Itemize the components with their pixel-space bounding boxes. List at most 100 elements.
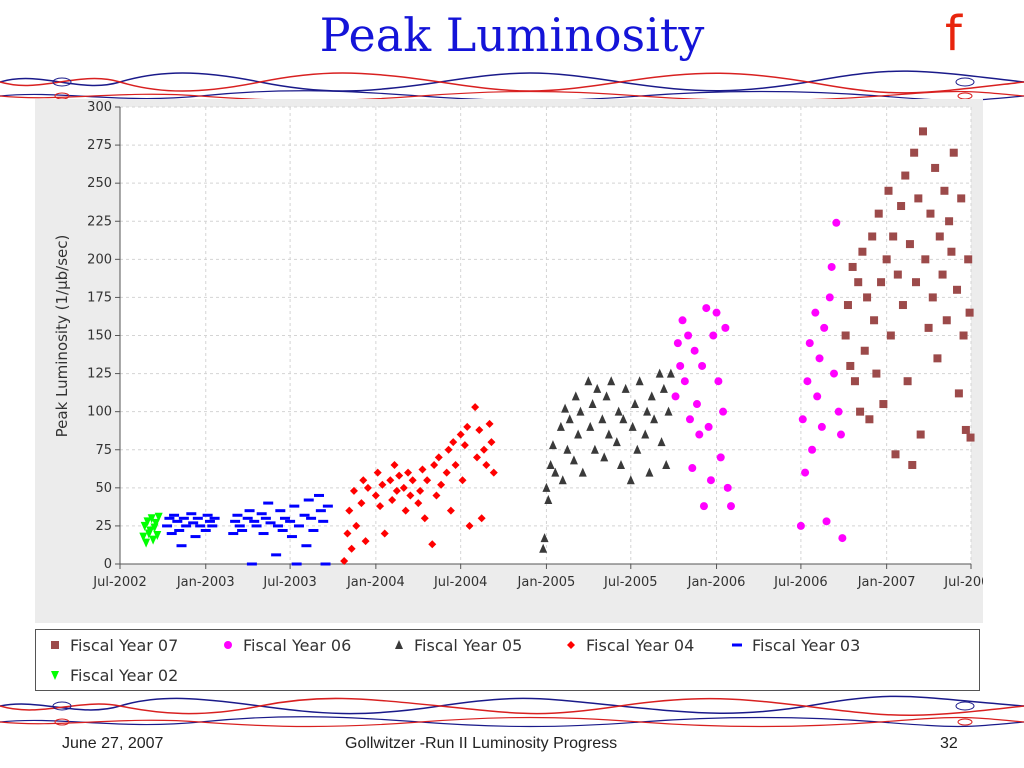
data-point-fiscal-year-04: [373, 468, 382, 477]
data-point-fiscal-year-04: [378, 480, 387, 489]
x-tick-label: Jul-2004: [433, 575, 487, 590]
data-point-fiscal-year-07: [898, 301, 907, 310]
data-point-fiscal-year-05: [584, 376, 593, 386]
data-point-fiscal-year-07: [908, 460, 917, 469]
data-point-fiscal-year-03: [285, 519, 296, 523]
data-point-fiscal-year-02: [146, 526, 155, 536]
data-point-fiscal-year-05: [539, 543, 548, 553]
data-point-fiscal-year-07: [957, 194, 966, 203]
data-point-fiscal-year-05: [574, 429, 583, 439]
data-point-fiscal-year-07: [903, 377, 912, 386]
legend-label: Fiscal Year 06: [243, 636, 352, 655]
scatter-chart: Jul-2002 Jan-2003 Jul-2003 Jan-2004 Jul-2004…: [53, 100, 983, 590]
data-point-fiscal-year-04: [485, 419, 494, 428]
data-points: [139, 127, 975, 566]
data-point-fiscal-year-06: [798, 415, 807, 424]
x-tick-label: Jan-2004: [346, 575, 405, 590]
data-point-fiscal-year-05: [659, 383, 668, 393]
data-point-fiscal-year-03: [228, 532, 239, 536]
data-point-fiscal-year-07: [884, 186, 893, 195]
legend-marker: [567, 641, 575, 649]
data-point-fiscal-year-05: [650, 414, 659, 424]
x-tick-label: Jan-2007: [857, 575, 916, 590]
y-tick-label: 250: [87, 176, 112, 191]
y-tick-label: 25: [95, 519, 112, 534]
data-point-fiscal-year-03: [178, 516, 189, 520]
data-point-fiscal-year-06: [695, 430, 704, 439]
data-point-fiscal-year-03: [195, 524, 206, 528]
data-point-fiscal-year-06: [726, 502, 735, 511]
data-point-fiscal-year-06: [699, 502, 708, 511]
y-tick-label: 225: [87, 214, 112, 229]
y-tick-label: 300: [87, 100, 112, 115]
data-point-fiscal-year-04: [380, 529, 389, 538]
data-point-fiscal-year-06: [684, 331, 693, 340]
data-point-fiscal-year-04: [472, 453, 481, 462]
data-point-fiscal-year-03: [315, 509, 326, 513]
data-point-fiscal-year-05: [551, 467, 560, 477]
data-point-fiscal-year-04: [388, 496, 397, 505]
data-point-fiscal-year-06: [836, 430, 845, 439]
data-point-fiscal-year-06: [719, 407, 728, 416]
legend-item-fiscal-year-05: Fiscal Year 05: [392, 636, 522, 655]
data-point-fiscal-year-04: [376, 502, 385, 511]
data-point-fiscal-year-03: [181, 524, 192, 528]
data-point-fiscal-year-04: [343, 529, 352, 538]
data-point-fiscal-year-02: [149, 535, 158, 545]
data-point-fiscal-year-07: [848, 262, 857, 271]
data-point-fiscal-year-06: [838, 534, 847, 543]
data-point-fiscal-year-04: [363, 483, 372, 492]
data-point-fiscal-year-03: [265, 521, 276, 525]
data-point-fiscal-year-07: [926, 209, 935, 218]
data-point-fiscal-year-03: [174, 528, 185, 532]
data-point-fiscal-year-03: [256, 512, 267, 516]
data-point-fiscal-year-05: [655, 368, 664, 378]
data-point-fiscal-year-05: [664, 406, 673, 416]
data-point-fiscal-year-04: [420, 514, 429, 523]
y-tick-label: 275: [87, 138, 112, 153]
data-point-fiscal-year-05: [569, 455, 578, 465]
data-point-fiscal-year-04: [444, 445, 453, 454]
footer-page-number: 32: [940, 735, 958, 752]
data-point-fiscal-year-07: [850, 377, 859, 386]
data-point-fiscal-year-05: [607, 376, 616, 386]
data-point-fiscal-year-06: [825, 293, 834, 302]
legend-swatch: [224, 641, 232, 649]
data-point-fiscal-year-06: [721, 323, 730, 332]
data-point-fiscal-year-05: [647, 391, 656, 401]
data-point-fiscal-year-03: [200, 528, 211, 532]
data-point-fiscal-year-04: [489, 468, 498, 477]
legend-marker: [51, 671, 59, 680]
data-point-fiscal-year-06: [671, 392, 680, 401]
series-fiscal-year-03: [162, 493, 333, 566]
data-point-fiscal-year-05: [626, 475, 635, 485]
data-point-fiscal-year-05: [563, 444, 572, 454]
data-point-fiscal-year-04: [418, 465, 427, 474]
data-point-fiscal-year-04: [390, 460, 399, 469]
data-point-fiscal-year-03: [258, 532, 269, 536]
data-point-fiscal-year-07: [858, 247, 867, 256]
data-point-fiscal-year-06: [820, 323, 829, 332]
data-point-fiscal-year-07: [846, 361, 855, 370]
data-point-fiscal-year-03: [289, 504, 300, 508]
data-point-fiscal-year-03: [303, 498, 314, 502]
data-point-fiscal-year-03: [172, 519, 183, 523]
data-point-fiscal-year-06: [690, 346, 699, 355]
data-point-fiscal-year-03: [190, 535, 201, 539]
data-point-fiscal-year-03: [279, 516, 290, 520]
data-point-fiscal-year-05: [556, 421, 565, 431]
data-point-fiscal-year-04: [399, 483, 408, 492]
data-point-fiscal-year-05: [590, 444, 599, 454]
data-point-fiscal-year-04: [477, 514, 486, 523]
data-point-fiscal-year-04: [361, 537, 370, 546]
data-point-fiscal-year-05: [600, 452, 609, 462]
data-point-fiscal-year-02: [139, 532, 148, 542]
data-point-fiscal-year-03: [188, 521, 199, 525]
data-point-fiscal-year-04: [340, 556, 349, 565]
data-point-fiscal-year-07: [879, 400, 888, 409]
data-point-fiscal-year-06: [832, 218, 841, 227]
data-point-fiscal-year-07: [945, 217, 954, 226]
data-point-fiscal-year-03: [186, 512, 197, 516]
y-tick-label: 200: [87, 252, 112, 267]
data-point-fiscal-year-06: [827, 262, 836, 271]
